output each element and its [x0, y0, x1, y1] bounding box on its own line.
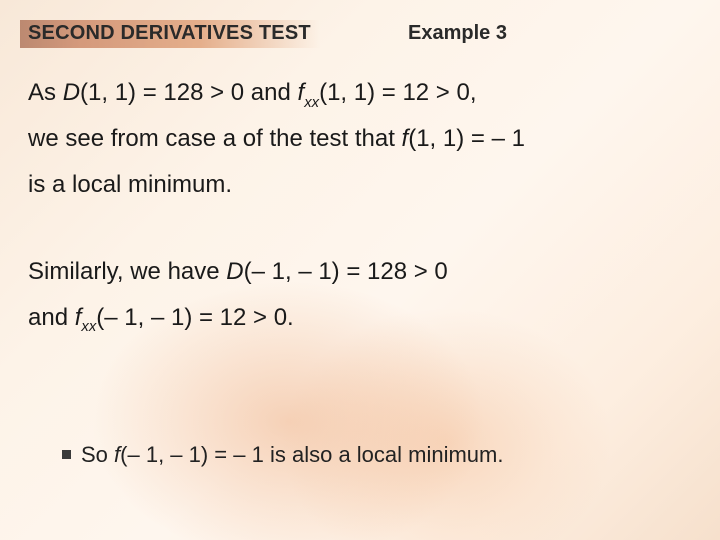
text: (– 1, – 1) = – 1 is also a local minimum… [120, 442, 503, 467]
text: (– 1, – 1) = 12 > 0. [96, 304, 293, 331]
paragraph-2: Similarly, we have D(– 1, – 1) = 128 > 0… [28, 249, 692, 341]
bullet-square-icon [62, 450, 71, 459]
text: Similarly, we have [28, 258, 226, 285]
text: and [28, 304, 75, 331]
text: (1, 1) = 12 > 0, [319, 79, 476, 106]
example-label: Example 3 [408, 22, 507, 45]
text: is a local minimum. [28, 171, 232, 198]
slide-body: As D(1, 1) = 128 > 0 and fxx(1, 1) = 12 … [28, 70, 692, 369]
bullet-line: So f(– 1, – 1) = – 1 is also a local min… [62, 442, 692, 468]
text: we see from case a of the test that [28, 125, 402, 152]
var-D: D [226, 258, 243, 285]
var-D: D [63, 79, 80, 106]
text: (1, 1) = – 1 [408, 125, 525, 152]
section-title: SECOND DERIVATIVES TEST [28, 22, 311, 45]
paragraph-1: As D(1, 1) = 128 > 0 and fxx(1, 1) = 12 … [28, 70, 692, 207]
text: So [81, 442, 114, 467]
text: As [28, 79, 63, 106]
subscript-xx: xx [304, 95, 319, 111]
text: (1, 1) = 128 > 0 and [80, 79, 298, 106]
text: (– 1, – 1) = 128 > 0 [244, 258, 448, 285]
subscript-xx: xx [81, 319, 96, 335]
